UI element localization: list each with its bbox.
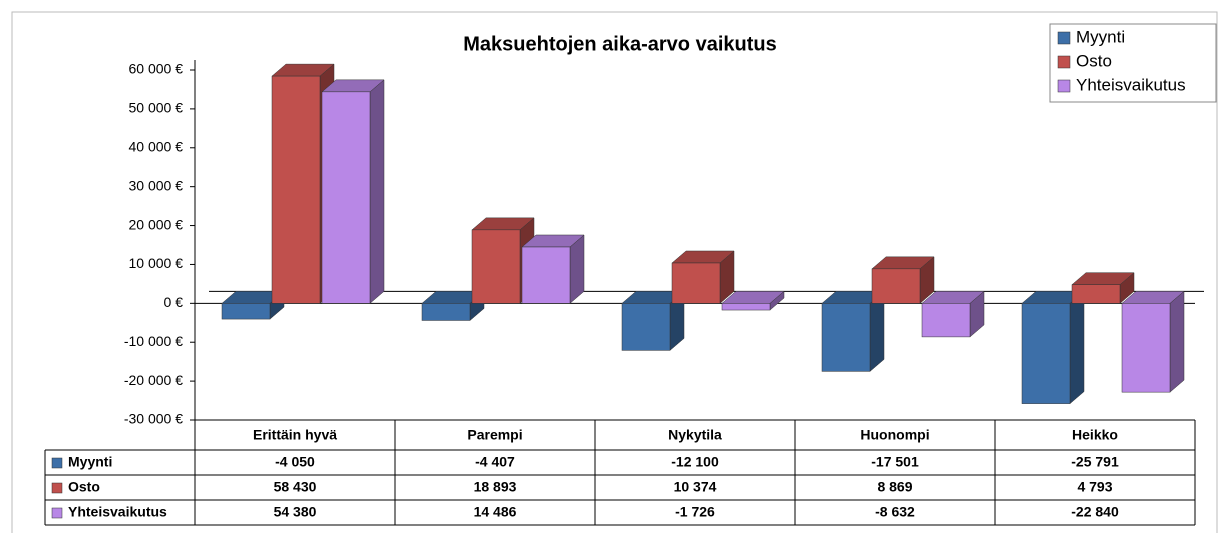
bar [921, 303, 971, 338]
y-tick-label: -30 000 € [124, 411, 183, 427]
legend-box [1049, 23, 1217, 103]
table-value: 8 869 [877, 479, 912, 495]
bar [1121, 303, 1171, 393]
x-tick-label: Parempi [467, 427, 522, 443]
bar [1021, 303, 1071, 404]
y-tick-label: 20 000 € [129, 216, 184, 232]
table-series-name: Myynti [68, 454, 112, 470]
bar-side [1069, 290, 1085, 405]
table-value: 14 486 [474, 504, 517, 520]
legend-label: Myynti [1076, 27, 1125, 46]
table-value: 10 374 [674, 479, 717, 495]
table-value: -4 050 [275, 454, 315, 470]
table-series-name: Yhteisvaikutus [68, 504, 167, 520]
table-value: -1 726 [675, 504, 715, 520]
table-key [51, 482, 63, 494]
table-value: -17 501 [871, 454, 919, 470]
table-value: 4 793 [1077, 479, 1112, 495]
bar [1071, 284, 1121, 304]
table-value: -8 632 [875, 504, 915, 520]
bar [421, 303, 471, 321]
legend-key [1057, 79, 1071, 93]
chart-title: Maksuehtojen aika-arvo vaikutus [463, 33, 776, 55]
table-value: -12 100 [671, 454, 719, 470]
y-tick-label: 60 000 € [129, 61, 184, 77]
bar-side [1169, 290, 1185, 393]
x-tick-label: Erittäin hyvä [253, 427, 337, 443]
x-tick-label: Huonompi [860, 427, 929, 443]
x-tick-label: Heikko [1072, 427, 1118, 443]
table-key [51, 457, 63, 469]
table-value: -4 407 [475, 454, 515, 470]
bar [271, 75, 321, 304]
bar [471, 229, 521, 304]
legend-key [1057, 31, 1071, 45]
table-value: 18 893 [474, 479, 517, 495]
bar [721, 303, 771, 311]
table-key [51, 507, 63, 519]
y-tick-label: 30 000 € [129, 177, 184, 193]
frame [11, 11, 1218, 538]
y-tick-label: 10 000 € [129, 255, 184, 271]
y-tick-label: -20 000 € [124, 372, 183, 388]
table-value: -22 840 [1071, 504, 1119, 520]
y-tick-label: 40 000 € [129, 138, 184, 154]
x-tick-label: Nykytila [668, 427, 722, 443]
legend-label: Yhteisvaikutus [1076, 75, 1186, 94]
bar [521, 246, 571, 304]
y-tick-label: 0 € [164, 294, 184, 310]
y-tick-label: 50 000 € [129, 100, 184, 116]
table-value: 58 430 [274, 479, 317, 495]
legend-key [1057, 55, 1071, 69]
table-series-name: Osto [68, 479, 100, 495]
bar [871, 268, 921, 304]
bar [321, 91, 371, 304]
table-value: 54 380 [274, 504, 317, 520]
table-value: -25 791 [1071, 454, 1119, 470]
bar [221, 303, 271, 320]
bar [621, 303, 671, 351]
bar [671, 262, 721, 304]
bar [821, 303, 871, 372]
y-tick-label: -10 000 € [124, 333, 183, 349]
bar-side [369, 79, 385, 304]
legend-label: Osto [1076, 51, 1112, 70]
